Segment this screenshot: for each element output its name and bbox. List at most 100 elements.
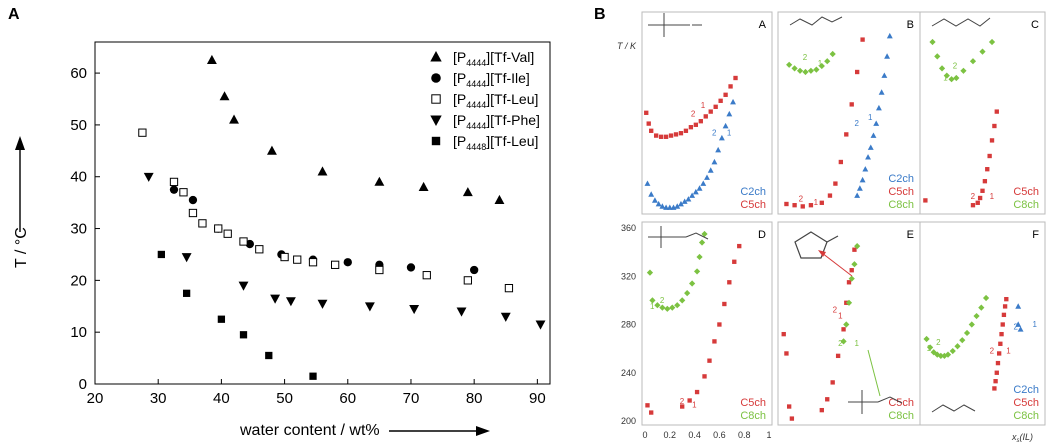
legend-marker-circle <box>431 73 441 83</box>
data-point-c8ch <box>674 302 681 309</box>
data-point-c5ch <box>649 410 654 415</box>
x-tick-label: 0.8 <box>738 430 751 440</box>
data-point-c8ch <box>664 305 671 312</box>
data-point-c8ch <box>796 67 804 74</box>
data-point-c8ch <box>698 239 706 246</box>
data-point-square-open <box>214 224 223 233</box>
data-point-c5ch <box>835 353 841 359</box>
data-point-c5ch <box>727 280 732 285</box>
data-point-c5ch <box>994 370 999 375</box>
data-point-c5ch <box>668 133 674 138</box>
data-point-square-open <box>169 177 179 187</box>
data-point-c8ch <box>978 304 985 311</box>
data-point-c5ch <box>980 188 985 193</box>
y-tick-label: 50 <box>70 117 87 134</box>
data-point-c2ch <box>865 154 871 160</box>
legend-label: C8ch <box>1013 199 1039 211</box>
data-point-triangle-down <box>535 320 546 330</box>
panel-a-ticks: 20 30 40 50 60 70 80 90 0 10 20 30 40 50 60 <box>70 65 545 407</box>
legend-label: [P4444][Tf-Leu] <box>453 91 538 110</box>
data-point-c2ch <box>655 200 662 207</box>
x-tick-label: 50 <box>276 390 293 407</box>
data-point-square-open <box>293 255 302 264</box>
data-point-c5ch <box>723 92 728 97</box>
structure-sketch-a <box>648 13 702 37</box>
point-tag: 1 <box>814 198 819 207</box>
data-point-triangle-down <box>285 297 296 307</box>
data-point-c8ch <box>843 321 850 328</box>
data-point-c2ch <box>862 166 869 172</box>
point-tag: 2 <box>971 192 976 201</box>
data-point-triangle-down <box>181 253 192 263</box>
data-point-c5ch <box>708 109 713 114</box>
data-point-c5ch <box>789 416 795 421</box>
x-tick-label: 20 <box>87 390 104 407</box>
data-point-square <box>157 250 165 259</box>
y-tick-label: 20 <box>70 272 87 289</box>
data-point-square <box>217 315 226 323</box>
data-point-c2ch <box>1017 326 1024 332</box>
data-point-c2ch <box>696 185 703 191</box>
data-point-c8ch <box>973 312 980 320</box>
point-tag: 1 <box>868 113 873 122</box>
data-point-square-open <box>330 260 340 269</box>
data-point-square-open <box>463 276 472 285</box>
data-point-square-open <box>280 252 289 262</box>
data-point-c2ch <box>689 192 696 198</box>
data-point-c5ch <box>998 341 1003 346</box>
point-tag: 1 <box>854 339 859 348</box>
data-point-c5ch <box>663 134 669 139</box>
legend-label-sub: 4444 <box>466 79 486 89</box>
data-point-c2ch <box>659 203 666 209</box>
data-point-triangle-down <box>409 304 420 315</box>
data-point-c8ch <box>929 38 936 46</box>
panel-b-x-label-main: x <box>1011 432 1017 442</box>
panel-b-x-label-sub: s <box>1017 438 1020 444</box>
data-point-c8ch <box>824 58 831 65</box>
data-point-c8ch <box>927 344 934 351</box>
data-point-triangle-down <box>456 307 467 317</box>
legend-marker-square-open <box>431 94 441 104</box>
data-point-c2ch <box>711 158 718 165</box>
data-point-c8ch <box>938 65 946 72</box>
legend-label-rest: ][Tf-Val] <box>486 49 534 65</box>
data-point-c5ch <box>645 403 650 408</box>
legend-label: [P4444][Tf-Val] <box>453 49 534 68</box>
data-point-c2ch <box>881 72 888 78</box>
data-point-c2ch <box>1015 321 1022 327</box>
data-point-c5ch <box>849 268 854 273</box>
data-point-c5ch <box>800 204 805 209</box>
subpanel-frame <box>641 11 773 215</box>
point-tag: 1 <box>927 344 932 353</box>
y-tick-label: 280 <box>621 320 636 330</box>
data-point-c8ch <box>851 261 858 268</box>
data-point-square-open <box>504 283 514 293</box>
panel-b-x-label: xs(IL) <box>1011 432 1033 444</box>
data-point-c5ch <box>687 398 692 403</box>
data-point-c5ch <box>792 203 797 208</box>
data-point-c2ch <box>859 176 866 183</box>
data-point-c5ch <box>982 179 988 184</box>
data-point-c8ch <box>949 347 956 355</box>
data-point-c5ch <box>693 122 699 127</box>
legend-label-base: [P <box>453 91 466 107</box>
data-point-c8ch <box>654 302 661 309</box>
subpanel-frame <box>641 221 773 426</box>
point-tag: 1 <box>943 73 948 82</box>
x-tick-label: 0 <box>642 430 647 440</box>
data-point-square <box>239 331 248 339</box>
x-tick-label: 1 <box>766 430 771 440</box>
point-tag: 2 <box>799 195 804 204</box>
data-point-c8ch <box>923 335 930 343</box>
data-point-c8ch <box>979 48 986 55</box>
data-point-c5ch <box>784 351 789 356</box>
data-point-c5ch <box>702 374 707 379</box>
subpanel-letter: E <box>907 229 914 241</box>
legend-label-sub: 4444 <box>466 58 486 68</box>
legend-label: C2ch <box>888 173 914 185</box>
data-point-c5ch <box>688 125 694 130</box>
point-tag: 1 <box>650 302 655 311</box>
